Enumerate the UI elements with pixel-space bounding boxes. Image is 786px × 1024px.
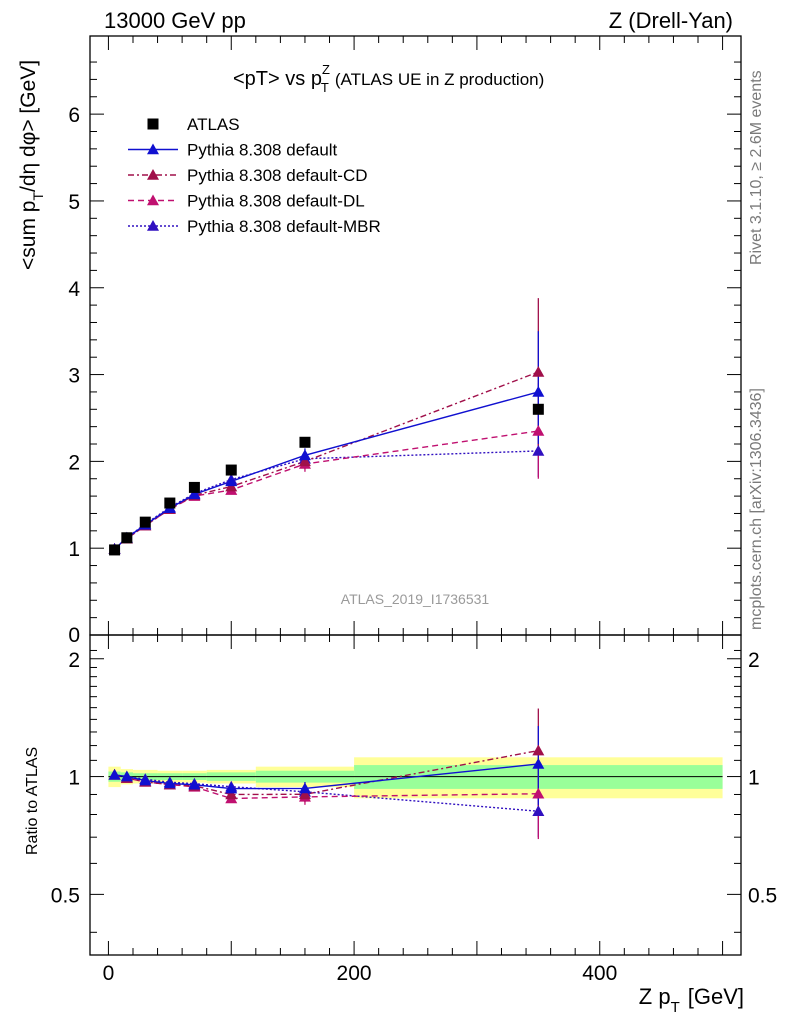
y-tick-label: 4 — [68, 278, 80, 301]
ratio-marker — [298, 788, 311, 800]
rivet-label: Rivet 3.1.10, ≥ 2.6M events — [748, 70, 765, 265]
main-series-lines — [114, 371, 539, 550]
legend-label: ATLAS — [187, 115, 240, 134]
y-tick-label: 0 — [68, 624, 80, 647]
x-tick-label: 400 — [582, 962, 617, 985]
legend-data-marker — [147, 118, 159, 130]
legend: ATLAS Pythia 8.308 default Pythia 8.308 de… — [128, 115, 381, 236]
ratio-marker — [188, 778, 201, 790]
series-marker — [298, 455, 311, 467]
ratio-frame — [89, 634, 742, 956]
ratio-marker — [225, 788, 238, 800]
ratio-marker — [532, 787, 545, 799]
data-point — [164, 497, 176, 509]
main-markers — [108, 365, 545, 556]
xlabel-main: Z p — [639, 984, 671, 1009]
ratio-marker — [532, 744, 545, 756]
ratio-marker — [120, 770, 133, 782]
data-point — [299, 436, 311, 448]
series-marker — [532, 365, 545, 377]
ratio-marker — [163, 777, 176, 789]
ratio-series-line — [114, 774, 539, 812]
series-line — [114, 430, 539, 550]
watermark: ATLAS_2019_I1736531 — [341, 591, 490, 607]
ylabel-pre: <sum p — [17, 201, 40, 270]
ratio-tick-label-right: 2 — [748, 649, 760, 672]
ratio-marker — [532, 805, 545, 817]
x-tick-label: 0 — [103, 962, 115, 985]
y-tick-label: 2 — [68, 451, 80, 474]
axis-ticks — [90, 36, 741, 955]
ratio-tick-label-right: 0.5 — [748, 884, 777, 907]
y-tick-label: 3 — [68, 365, 80, 388]
ylabel-sub: T — [30, 192, 46, 201]
ratio-tick-label: 1 — [68, 767, 80, 790]
legend-label: Pythia 8.308 default — [187, 141, 338, 160]
title-main: <pT> vs p — [233, 68, 322, 90]
ratio-uncertainty-bands — [108, 757, 723, 799]
title-extra: (ATLAS UE in Z production) — [335, 70, 544, 89]
ratio-markers — [108, 744, 545, 817]
x-axis-label: Z pT [GeV] — [639, 984, 744, 1016]
series-line — [114, 450, 539, 550]
data-point — [109, 544, 121, 556]
series-marker — [532, 444, 545, 456]
legend-marker — [147, 143, 159, 155]
series-line — [114, 391, 539, 550]
series-marker — [188, 488, 201, 500]
ratio-marker — [532, 757, 545, 769]
ylabel-post: /dη dφ> [GeV] — [17, 60, 40, 192]
data-point — [139, 516, 151, 528]
data-point — [532, 403, 544, 415]
series-marker — [298, 449, 311, 461]
axis-tick-labels: 0 200 400 1 2 3 4 5 6 0 0.5 0.5 1 1 2 2 — [51, 104, 777, 985]
y-tick-label: 6 — [68, 104, 80, 127]
legend-label: Pythia 8.308 default-CD — [187, 166, 368, 185]
legend-label: Pythia 8.308 default-DL — [187, 192, 365, 211]
y-tick-label: 1 — [68, 538, 80, 561]
legend-label: Pythia 8.308 default-MBR — [187, 217, 381, 236]
ratio-y-axis-label: Ratio to ATLAS — [24, 747, 41, 855]
chart-title: <pT> vs pZ T (ATLAS UE in Z production) — [233, 62, 544, 95]
title-sup: Z — [322, 62, 330, 77]
data-point — [188, 481, 200, 493]
y-tick-label: 5 — [68, 191, 80, 214]
ratio-marker — [298, 782, 311, 794]
legend-marker — [147, 220, 159, 231]
ratio-marker — [225, 782, 238, 794]
x-tick-label: 200 — [337, 962, 372, 985]
xlabel-sub: T — [671, 999, 680, 1016]
data-point — [121, 532, 133, 544]
series-marker — [532, 385, 545, 397]
ratio-marker — [139, 774, 152, 786]
ratio-tick-label: 0.5 — [51, 884, 80, 907]
legend-marker — [147, 194, 159, 206]
data-point — [225, 464, 237, 476]
header-left: 13000 GeV pp — [104, 8, 246, 33]
ratio-tick-label-right: 1 — [748, 767, 760, 790]
series-marker — [225, 475, 238, 487]
ratio-tick-label: 2 — [68, 649, 80, 672]
ratio-marker — [108, 768, 121, 780]
series-marker — [532, 424, 545, 436]
xlabel-unit: [GeV] — [688, 984, 744, 1009]
mcplots-label: mcplots.cern.ch [arXiv:1306.3436] — [748, 388, 765, 630]
title-sub: T — [321, 80, 329, 95]
y-axis-label: <sum pT/dη dφ> [GeV] — [17, 60, 46, 270]
header-right: Z (Drell-Yan) — [609, 8, 733, 33]
legend-marker — [147, 169, 159, 180]
main-error-bars — [230, 298, 539, 494]
